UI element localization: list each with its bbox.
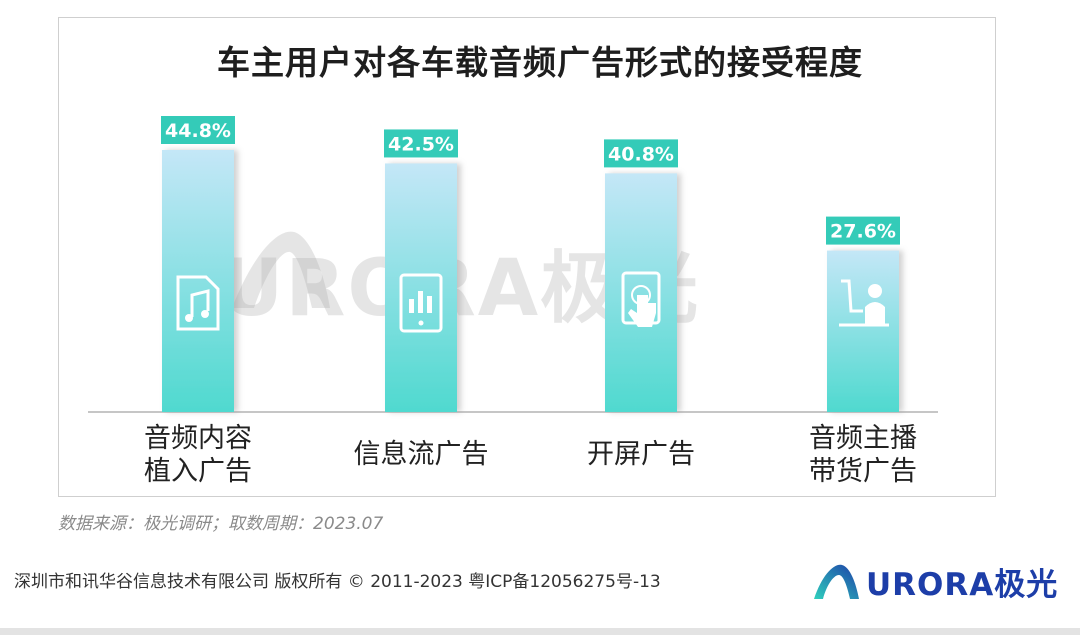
- value-label: 44.8%: [165, 120, 231, 142]
- value-label-box: [826, 216, 900, 245]
- tap-screen-icon: [621, 271, 661, 327]
- category-label: 音频内容: [144, 423, 252, 454]
- logo-text: URORA极光: [866, 566, 1059, 603]
- value-label: 27.6%: [830, 221, 896, 243]
- bar: [162, 150, 234, 412]
- copyright-footer: 深圳市和讯华谷信息技术有限公司 版权所有 © 2011-2023 粤ICP备12…: [14, 572, 661, 592]
- category-label: 开屏广告: [587, 439, 695, 470]
- music-file-icon: [176, 275, 220, 331]
- brand-logo: URORA极光: [812, 560, 1059, 603]
- chart-title: 车主用户对各车载音频广告形式的接受程度: [217, 43, 863, 82]
- source-note: 数据来源：极光调研；取数周期：2023.07: [58, 514, 384, 534]
- value-label: 40.8%: [608, 143, 674, 165]
- tablet-chart-icon: [399, 273, 443, 333]
- value-label: 42.5%: [388, 133, 454, 155]
- value-label-box: [384, 129, 458, 158]
- bar: [605, 173, 677, 412]
- aurora-logo-icon: [814, 564, 859, 599]
- category-label: 带货广告: [809, 456, 917, 487]
- category-label: 音频主播: [809, 423, 917, 454]
- presenter-icon: [839, 279, 889, 327]
- category-label: 信息流广告: [354, 439, 489, 470]
- bar: [385, 163, 457, 412]
- value-label-box: [604, 139, 678, 168]
- bottom-band: [0, 628, 1080, 635]
- bar: [827, 250, 899, 412]
- value-label-box: [161, 116, 235, 144]
- category-label: 植入广告: [144, 456, 252, 487]
